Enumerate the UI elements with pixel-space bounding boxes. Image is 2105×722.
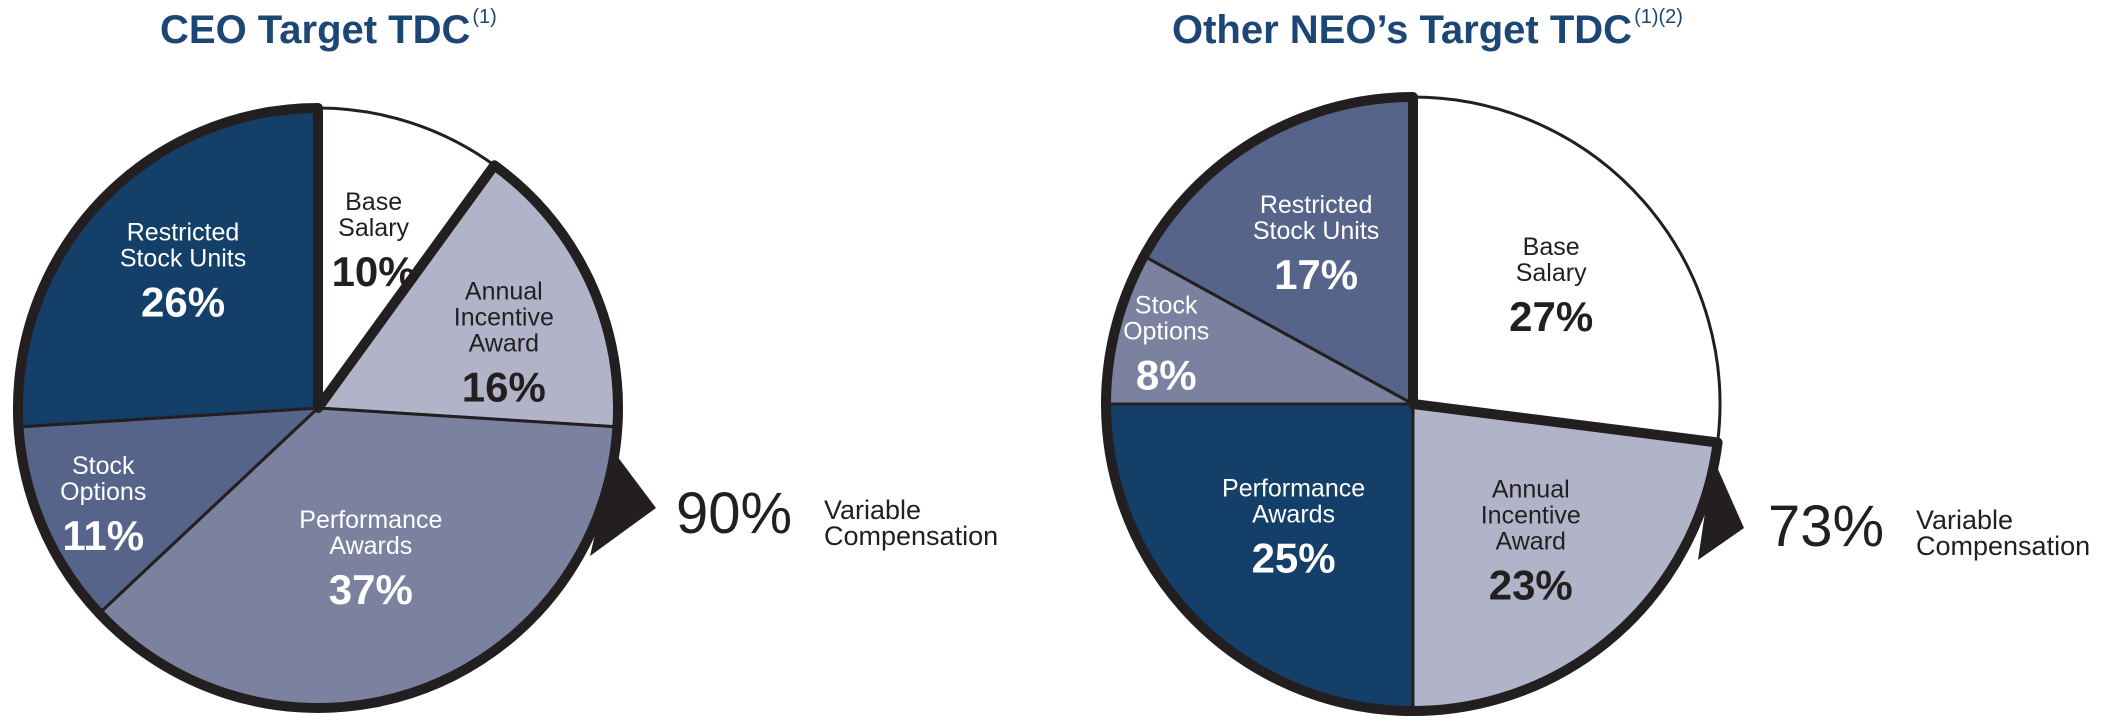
ceo-label-text: Performance xyxy=(299,506,442,534)
neo-variable-comp-label: Variable Compensation xyxy=(1916,505,2105,561)
ceo-variable-outline xyxy=(13,103,623,713)
neo-variable-outline xyxy=(1101,92,1723,716)
neo-label-text: Awards xyxy=(1252,500,1335,528)
neo-label-text: Stock Units xyxy=(1253,217,1379,245)
ceo-value-stock-options: 11% xyxy=(62,512,144,559)
ceo-label-text: Salary xyxy=(338,214,409,242)
neo-variable-label-line: Compensation xyxy=(1916,531,2091,561)
neo-value-stock-options: 8% xyxy=(1136,352,1197,399)
ceo-variable-comp-percent: 90% xyxy=(676,481,793,546)
ceo-chart-title: CEO Target TDC (1) xyxy=(160,6,497,52)
ceo-title-footnote: (1) xyxy=(472,6,497,28)
neo-label-text: Salary xyxy=(1516,259,1587,287)
neo-label-text: Base xyxy=(1523,233,1580,261)
ceo-label-text: Incentive xyxy=(454,304,554,332)
ceo-value-annual-incentive-award: 16% xyxy=(462,364,546,411)
neo-label-text: Options xyxy=(1123,318,1209,346)
ceo-variable-label-line: Variable xyxy=(824,495,922,525)
ceo-label-text: Options xyxy=(60,478,146,506)
ceo-label-text: Restricted xyxy=(127,218,240,246)
neo-chart-title: Other NEO’s Target TDC (1)(2) xyxy=(1172,6,1683,52)
ceo-value-restricted-stock-units: 26% xyxy=(141,278,225,325)
ceo-label-text: Annual xyxy=(465,278,543,306)
ceo-label-text: Stock xyxy=(72,452,135,480)
ceo-value-base-salary: 10% xyxy=(332,248,416,295)
ceo-slice-base-salary xyxy=(316,106,496,410)
neo-label-text: Award xyxy=(1496,528,1566,556)
neo-value-annual-incentive-award: 23% xyxy=(1489,562,1573,609)
neo-label-text: Performance xyxy=(1222,474,1365,502)
neo-label-text: Incentive xyxy=(1481,502,1581,530)
neo-label-text: Restricted xyxy=(1260,191,1373,219)
neo-label-text: Stock xyxy=(1135,292,1198,320)
neo-variable-comp-percent: 73% xyxy=(1768,494,1885,559)
ceo-variable-pointer xyxy=(590,452,656,556)
ceo-variable-label-line: Compensation xyxy=(824,521,999,551)
ceo-variable-comp-label: Variable Compensation xyxy=(824,495,1024,551)
neo-slice-base-salary xyxy=(1411,95,1722,444)
neo-label-text: Annual xyxy=(1492,476,1570,504)
ceo-value-performance-awards: 37% xyxy=(329,566,413,613)
neo-title-footnote: (1)(2) xyxy=(1634,6,1683,28)
neo-value-base-salary: 27% xyxy=(1509,293,1593,340)
neo-variable-label-line: Variable xyxy=(1916,505,2014,535)
ceo-label-text: Award xyxy=(469,330,539,358)
ceo-label-text: Awards xyxy=(329,532,412,560)
neo-value-performance-awards: 25% xyxy=(1252,534,1336,581)
neo-value-restricted-stock-units: 17% xyxy=(1274,251,1358,298)
ceo-label-text: Stock Units xyxy=(120,244,246,272)
ceo-label-text: Base xyxy=(345,188,402,216)
